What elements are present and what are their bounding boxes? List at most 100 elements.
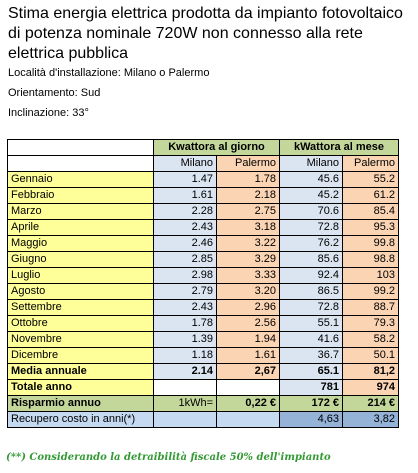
month-milano: 55.1 — [279, 315, 343, 332]
month-label: Agosto — [7, 283, 154, 300]
month-palermo: 98.8 — [342, 251, 399, 268]
month-palermo: 55.2 — [342, 171, 399, 188]
header-empty-cell — [7, 139, 154, 156]
totale-row: Totale anno 781 974 — [7, 379, 399, 396]
subheader-palermo-day: Palermo — [216, 155, 280, 172]
media-day-milano: 2.14 — [153, 363, 217, 380]
month-label: Marzo — [7, 203, 154, 220]
month-milano: 36.7 — [279, 347, 343, 364]
day-palermo: 2.18 — [216, 187, 280, 204]
month-row: Ottobre 1.78 2.56 55.1 79.3 — [7, 315, 399, 332]
day-palermo: 3.33 — [216, 267, 280, 284]
risparmio-price: 0,22 € — [216, 395, 280, 412]
day-milano: 2.28 — [153, 203, 217, 220]
subheader-palermo-month: Palermo — [342, 155, 399, 172]
recupero-label: Recupero costo in anni(*) — [7, 411, 154, 428]
page-title: Stima energia elettrica prodotta da impi… — [8, 5, 403, 62]
recupero-month-milano: 4,63 — [279, 411, 343, 428]
month-palermo: 88.7 — [342, 299, 399, 316]
risparmio-row: Risparmio annuo 1kWh= 0,22 € 172 € 214 € — [7, 395, 399, 412]
day-milano: 1.18 — [153, 347, 217, 364]
month-palermo: 50.1 — [342, 347, 399, 364]
inclination-text: Inclinazione: 33° — [8, 107, 89, 119]
month-label: Ottobre — [7, 315, 154, 332]
month-row: Febbraio 1.61 2.18 45.2 61.2 — [7, 187, 399, 204]
month-row: Dicembre 1.18 1.61 36.7 50.1 — [7, 347, 399, 364]
energy-table: Kwattora al giorno kWattora al mese Mila… — [7, 139, 399, 428]
month-milano: 45.2 — [279, 187, 343, 204]
month-label: Aprile — [7, 219, 154, 236]
month-palermo: 79.3 — [342, 315, 399, 332]
month-palermo: 99.8 — [342, 235, 399, 252]
month-milano: 85.6 — [279, 251, 343, 268]
month-milano: 45.6 — [279, 171, 343, 188]
header-row: Kwattora al giorno kWattora al mese — [7, 139, 399, 156]
month-palermo: 85.4 — [342, 203, 399, 220]
header-day: Kwattora al giorno — [153, 139, 280, 156]
month-label: Settembre — [7, 299, 154, 316]
media-day-palermo: 2,67 — [216, 363, 280, 380]
recupero-empty-2 — [216, 411, 280, 428]
month-milano: 72.8 — [279, 299, 343, 316]
media-row: Media annuale 2.14 2,67 65.1 81,2 — [7, 363, 399, 380]
month-label: Gennaio — [7, 171, 154, 188]
month-label: Novembre — [7, 331, 154, 348]
subheader-milano-month: Milano — [279, 155, 343, 172]
month-label: Febbraio — [7, 187, 154, 204]
totale-month-milano: 781 — [279, 379, 343, 396]
risparmio-unit: 1kWh= — [153, 395, 217, 412]
month-row: Marzo 2.28 2.75 70.6 85.4 — [7, 203, 399, 220]
month-palermo: 61.2 — [342, 187, 399, 204]
month-row: Maggio 2.46 3.22 76.2 99.8 — [7, 235, 399, 252]
day-palermo: 1.78 — [216, 171, 280, 188]
day-palermo: 2.96 — [216, 299, 280, 316]
month-label: Giugno — [7, 251, 154, 268]
day-milano: 2.85 — [153, 251, 217, 268]
month-palermo: 58.2 — [342, 331, 399, 348]
month-palermo: 99.2 — [342, 283, 399, 300]
subheader-row: Milano Palermo Milano Palermo — [7, 155, 399, 172]
month-row: Gennaio 1.47 1.78 45.6 55.2 — [7, 171, 399, 188]
day-milano: 1.78 — [153, 315, 217, 332]
day-palermo: 3.29 — [216, 251, 280, 268]
subheader-milano-day: Milano — [153, 155, 217, 172]
media-month-palermo: 81,2 — [342, 363, 399, 380]
media-label: Media annuale — [7, 363, 154, 380]
subheader-empty-cell — [7, 155, 154, 172]
day-milano: 1.47 — [153, 171, 217, 188]
day-palermo: 1.94 — [216, 331, 280, 348]
day-palermo: 2.56 — [216, 315, 280, 332]
month-milano: 70.6 — [279, 203, 343, 220]
media-month-milano: 65.1 — [279, 363, 343, 380]
month-milano: 92.4 — [279, 267, 343, 284]
recupero-row: Recupero costo in anni(*) 4,63 3,82 — [7, 411, 399, 428]
orientation-text: Orientamento: Sud — [8, 87, 101, 99]
totale-empty-1 — [153, 379, 217, 396]
day-milano: 2.43 — [153, 219, 217, 236]
month-label: Dicembre — [7, 347, 154, 364]
header-month: kWattora al mese — [279, 139, 399, 156]
day-palermo: 3.20 — [216, 283, 280, 300]
month-palermo: 103 — [342, 267, 399, 284]
month-row: Luglio 2.98 3.33 92.4 103 — [7, 267, 399, 284]
totale-month-palermo: 974 — [342, 379, 399, 396]
totale-label: Totale anno — [7, 379, 154, 396]
day-milano: 2.43 — [153, 299, 217, 316]
month-label: Maggio — [7, 235, 154, 252]
day-palermo: 3.22 — [216, 235, 280, 252]
day-milano: 2.79 — [153, 283, 217, 300]
recupero-month-palermo: 3,82 — [342, 411, 399, 428]
day-milano: 2.46 — [153, 235, 217, 252]
footnote: (**) Considerando la detraibilità fiscal… — [6, 452, 331, 463]
risparmio-month-milano: 172 € — [279, 395, 343, 412]
month-milano: 76.2 — [279, 235, 343, 252]
month-milano: 86.5 — [279, 283, 343, 300]
month-row: Settembre 2.43 2.96 72.8 88.7 — [7, 299, 399, 316]
day-palermo: 3.18 — [216, 219, 280, 236]
risparmio-label: Risparmio annuo — [7, 395, 154, 412]
month-milano: 72.8 — [279, 219, 343, 236]
month-label: Luglio — [7, 267, 154, 284]
day-milano: 1.61 — [153, 187, 217, 204]
month-row: Agosto 2.79 3.20 86.5 99.2 — [7, 283, 399, 300]
day-palermo: 2.75 — [216, 203, 280, 220]
